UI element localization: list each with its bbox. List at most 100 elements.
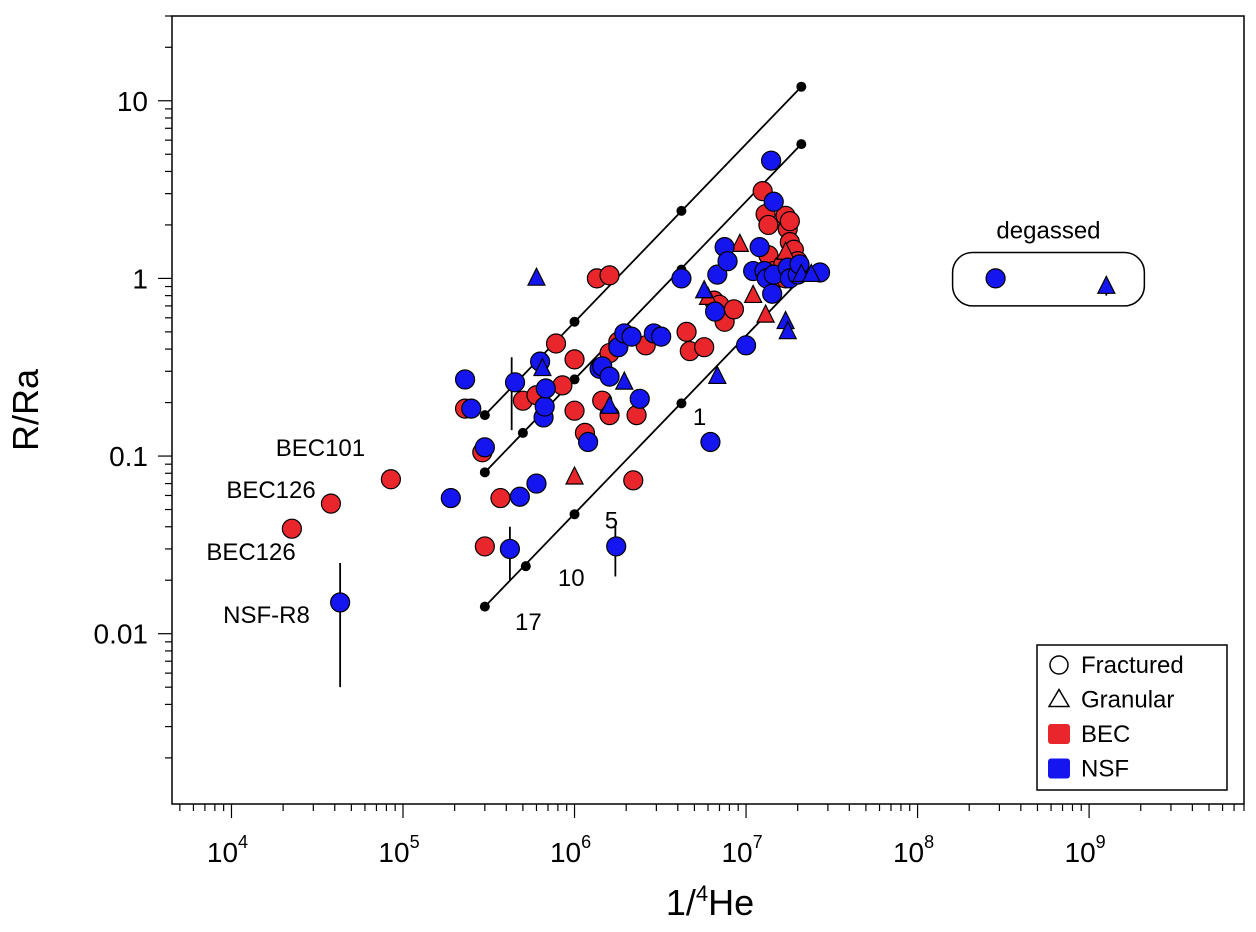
mixing-line-label: 10 (558, 565, 585, 592)
mixing-line-node (569, 509, 580, 520)
mixing-line-node (517, 427, 528, 438)
bec-fractured-point (552, 375, 573, 396)
mixing-line-label: 17 (515, 609, 542, 636)
nsf-fractured-point (704, 301, 726, 322)
x-tick-label: 107 (721, 832, 762, 868)
x-tick-label: 106 (550, 832, 591, 868)
bec-fractured-point (281, 518, 302, 539)
nsf-granular-point (694, 279, 714, 299)
x-axis-label: 1/4He (666, 881, 754, 923)
nsf-fractured-point (700, 431, 721, 453)
bec-fractured-point (599, 265, 620, 286)
y-tick-label: 0.01 (94, 619, 149, 650)
nsf-fractured-point (330, 592, 351, 613)
mixing-line-node (569, 316, 580, 327)
nsf-fractured-point (440, 487, 461, 509)
legend: Fractured Granular BEC NSF (1036, 644, 1228, 791)
legend-triangle-symbol (1047, 688, 1071, 708)
nsf-fractured-point (461, 398, 482, 419)
x-axis-label-tail: He (708, 882, 754, 923)
mixing-line-node (796, 139, 807, 150)
nsf-fractured-point (535, 378, 556, 399)
nsf-granular-point (801, 263, 821, 283)
mixing-line-label: 1 (693, 404, 706, 431)
legend-entry-label: Granular (1081, 687, 1174, 714)
legend-color-swatch (1048, 724, 1070, 744)
y-tick-label: 1 (132, 263, 148, 294)
legend-entry-label: NSF (1081, 756, 1129, 783)
legend-entry-label: Fractured (1081, 652, 1184, 679)
nsf-fractured-point (717, 251, 738, 272)
nsf-fractured-point (504, 372, 526, 393)
nsf-fractured-point (735, 335, 757, 356)
sample-label: BEC126 (206, 539, 295, 566)
nsf-granular-point (527, 266, 546, 286)
nsf-fractured-point (671, 268, 692, 289)
bec-fractured-point (694, 337, 715, 358)
bec-fractured-point (474, 536, 495, 557)
nsf-fractured-point (509, 486, 530, 507)
nsf-fractured-point (606, 536, 627, 557)
bec-fractured-point (545, 333, 567, 354)
mixing-line-node (676, 205, 687, 216)
legend-circle-symbol (1049, 655, 1069, 675)
x-tick-label: 108 (893, 832, 934, 868)
x-tick-label: 104 (207, 832, 248, 868)
mixing-line-node (796, 81, 807, 92)
bec-fractured-point (564, 349, 585, 370)
nsf-fractured-point (707, 264, 728, 285)
error-bars (339, 282, 1108, 688)
sample-label: BEC101 (276, 435, 365, 462)
nsf-fractured-point (761, 150, 782, 171)
mixing-line-node (479, 410, 490, 421)
bec-fractured-point (676, 321, 697, 342)
nsf-granular-point (532, 357, 552, 377)
nsf-fractured-point (599, 366, 620, 387)
y-tick-labels: 0.01 0.1 1 10 (94, 86, 149, 650)
bec-fractured-point (626, 405, 647, 426)
nsf-fractured-point (985, 268, 1006, 289)
nsf-fractured-point (629, 388, 650, 409)
mixing-line-node (569, 374, 580, 385)
nsf-fractured-point (454, 369, 476, 390)
nsf-granular-point (1096, 274, 1116, 294)
nsf-granular-point (600, 394, 620, 414)
nsf-fractured-point (762, 283, 783, 304)
x-tick-labels: 104 105 106 107 108 109 (207, 832, 1106, 868)
nsf-fractured-point (526, 473, 547, 494)
legend-entry-label: BEC (1081, 721, 1130, 748)
bec-granular-point (730, 233, 750, 252)
y-tick-label: 10 (117, 86, 148, 117)
annotations: 1 5 10 17 BEC101 BEC126 BEC126 NSF-R8 (206, 404, 706, 636)
x-tick-label: 105 (378, 832, 419, 868)
sample-label: NSF-R8 (223, 602, 310, 629)
bec-fractured-point (490, 487, 511, 509)
nsf-fractured-point (534, 396, 555, 417)
mixing-line-node (676, 398, 687, 409)
bec-granular-point (756, 303, 776, 323)
y-axis-label: R/Ra (5, 368, 46, 451)
degassed-box (951, 251, 1146, 307)
nsf-fractured-point (474, 437, 495, 458)
nsf-fractured-point (749, 237, 770, 258)
x-axis-label-head: 1/ (666, 882, 696, 923)
nsf-granular-point (707, 365, 727, 385)
nsf-granular-point (614, 370, 634, 390)
nsf-fractured-point (499, 538, 521, 560)
bec-granular-point (565, 465, 584, 485)
mixing-line-node (479, 467, 490, 478)
bec-granular-point (743, 284, 763, 304)
bec-fractured-point (623, 470, 644, 491)
y-tick-label: 0.1 (109, 441, 148, 472)
axis-ticks (158, 15, 1245, 818)
mixing-line-node (479, 601, 490, 612)
data-points (281, 150, 1116, 613)
nsf-fractured-point (621, 326, 642, 347)
degassed-group: degassed (951, 217, 1146, 307)
degassed-label: degassed (996, 217, 1100, 244)
legend-color-swatch (1048, 758, 1070, 779)
nsf-fractured-point (763, 191, 784, 212)
bec-fractured-point (564, 400, 585, 421)
bec-fractured-point (320, 493, 342, 514)
